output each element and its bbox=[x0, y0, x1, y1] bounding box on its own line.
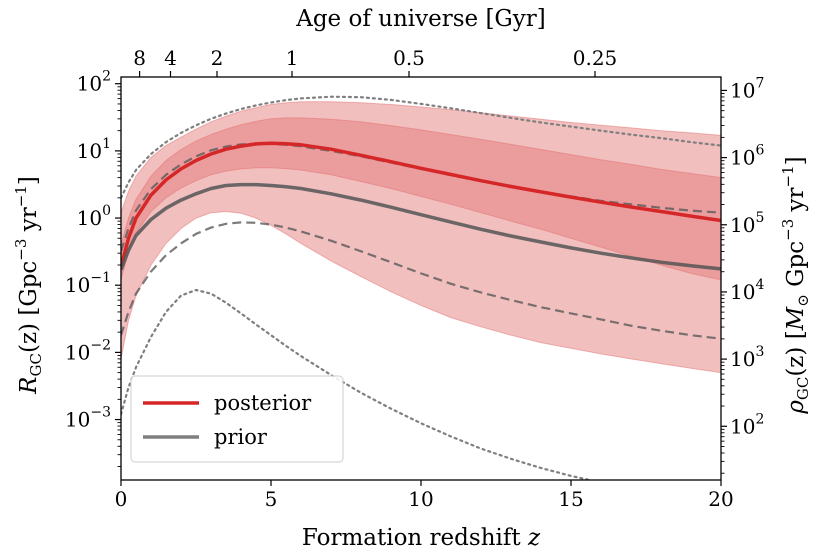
legend-label-prior: prior bbox=[214, 425, 268, 449]
x-axis-ticks: 0 5 10 15 20 bbox=[115, 480, 734, 511]
x-axis-label: Formation redshift z bbox=[302, 525, 541, 551]
top-tick-label: 0.5 bbox=[393, 46, 425, 70]
prior-dashed-lower-line bbox=[121, 221, 721, 340]
bands-layer bbox=[121, 101, 721, 374]
top-tick-label: 1 bbox=[286, 46, 299, 70]
y2-tick-label: 104 bbox=[730, 277, 764, 304]
top-axis-ticks: 8 4 2 1 0.5 0.25 bbox=[133, 46, 617, 77]
y-axis-label: RGC(z) [Gpc−3 yr−1] bbox=[12, 176, 45, 395]
prior-median-line bbox=[121, 182, 721, 271]
y2-tick-label: 102 bbox=[730, 411, 764, 438]
posterior-median-line bbox=[121, 141, 721, 267]
y2-tick-label: 106 bbox=[730, 143, 764, 170]
top-tick-label: 4 bbox=[164, 46, 177, 70]
y-tick-label: 10−2 bbox=[65, 337, 111, 364]
y-tick-label: 10−1 bbox=[65, 270, 111, 297]
top-tick-label: 0.25 bbox=[573, 46, 618, 70]
top-tick-label: 8 bbox=[133, 46, 146, 70]
y2-tick-label: 103 bbox=[730, 344, 764, 371]
y2-tick-label: 107 bbox=[730, 75, 764, 102]
y2-axis-label: ρGC(z) [M⊙ Gpc−3 yr−1] bbox=[779, 156, 812, 414]
y-tick-label: 100 bbox=[77, 203, 111, 230]
x-tick-label: 0 bbox=[115, 487, 128, 511]
x-tick-label: 10 bbox=[408, 487, 433, 511]
x-tick-label: 15 bbox=[558, 487, 583, 511]
prior-dotted-upper-line bbox=[121, 95, 721, 199]
top-tick-label: 2 bbox=[211, 46, 224, 70]
y2-tick-label: 105 bbox=[730, 210, 764, 237]
y-axis-ticks: 10−3 10−2 10−1 100 101 102 bbox=[65, 69, 121, 467]
x-tick-label: 20 bbox=[708, 487, 733, 511]
y-tick-label: 101 bbox=[77, 136, 111, 163]
legend-box bbox=[130, 375, 344, 463]
legend-label-posterior: posterior bbox=[214, 391, 312, 415]
x-tick-label: 5 bbox=[265, 487, 278, 511]
legend: posterior prior bbox=[130, 375, 344, 463]
prior-dotted-lower-line bbox=[121, 288, 595, 480]
y-tick-label: 10−3 bbox=[65, 405, 111, 432]
lines-layer bbox=[121, 95, 721, 480]
y-tick-label: 102 bbox=[77, 69, 111, 96]
posterior-inner-band bbox=[121, 117, 721, 281]
y2-axis-ticks: 102 103 104 105 106 107 bbox=[721, 75, 764, 474]
top-axis-label: Age of universe [Gyr] bbox=[295, 6, 546, 32]
